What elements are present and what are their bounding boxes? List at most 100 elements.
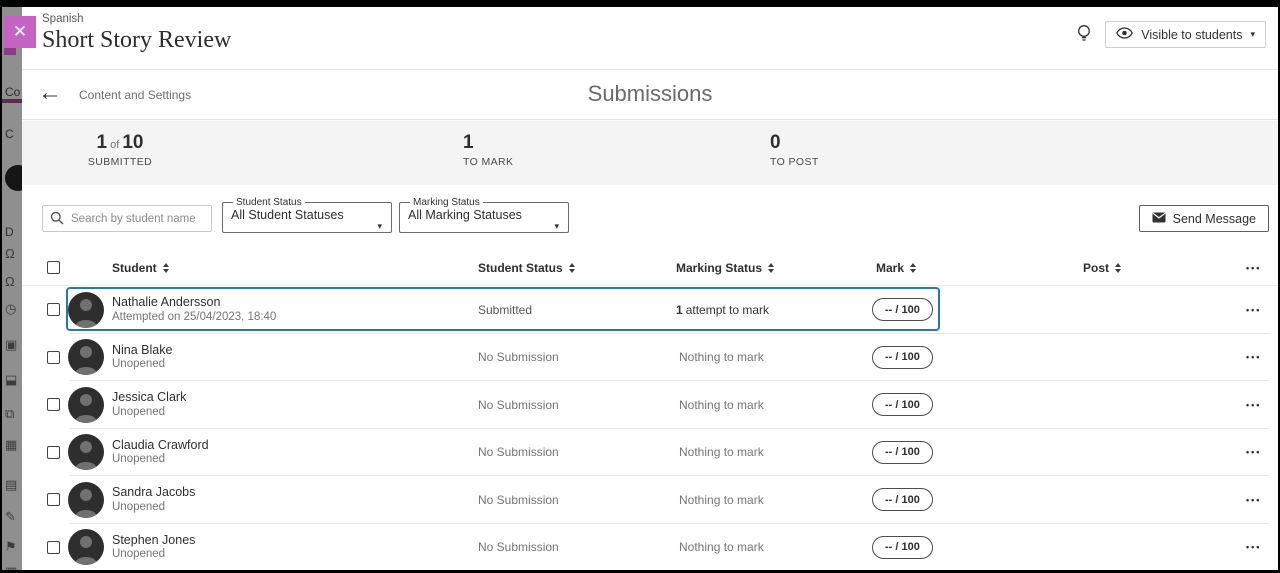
marking-status: Nothing to mark [676, 429, 764, 477]
tips-button[interactable] [1077, 24, 1091, 46]
marking-status: Nothing to mark [676, 524, 764, 571]
row-checkbox[interactable] [47, 493, 60, 507]
chevron-down-icon: ▾ [1250, 29, 1255, 39]
underlay-pencil-icon: ✎ [5, 509, 16, 524]
mark-pill[interactable]: -- / 100 [872, 393, 933, 417]
table-header: Student Student Status Marking Status Ma… [22, 250, 1278, 286]
row-overflow-menu-icon[interactable]: ••• [1244, 396, 1263, 414]
marking-text: Nothing to mark [679, 350, 764, 365]
table-row[interactable]: Jessica Clark Unopened No Submission Noth… [22, 381, 1278, 429]
table-row[interactable]: Nathalie Andersson Attempted on 25/04/202… [22, 286, 1278, 334]
student-status: No Submission [478, 492, 559, 507]
stat-to-mark-label: TO MARK [463, 155, 514, 168]
underlay-clock-icon: ◷ [5, 301, 17, 316]
marking-text: Nothing to mark [679, 445, 764, 460]
table-row[interactable]: Nina Blake Unopened No Submission Nothing… [22, 334, 1278, 382]
assignment-title: Short Story Review [42, 27, 232, 53]
eye-icon [1116, 27, 1134, 42]
back-destination-label: Content and Settings [79, 88, 192, 102]
header-actions: Visible to students ▾ [1077, 21, 1266, 48]
subheader-nav: ← Content and Settings Submissions [22, 71, 1278, 120]
column-header-student-status-label: Student Status [478, 260, 563, 275]
row-overflow-menu-icon[interactable]: ••• [1244, 301, 1263, 319]
row-overflow-menu-icon[interactable]: ••• [1244, 538, 1263, 556]
student-status: No Submission [478, 350, 559, 365]
row-overflow-menu-icon[interactable]: ••• [1244, 443, 1263, 461]
underlay-text: D [5, 225, 14, 239]
underlay-code-icon: ⧉ [5, 406, 15, 421]
attempt-detail: Unopened [112, 453, 166, 466]
submission-stats-bar: 1 of 10 SUBMITTED 1 TO MARK 0 TO POST [22, 121, 1278, 185]
panel-header: Spanish Short Story Review Visible to st… [22, 7, 1278, 70]
row-overflow-menu-icon[interactable]: ••• [1244, 491, 1263, 509]
mark-pill[interactable]: -- / 100 [872, 345, 933, 369]
student-status-select-label: Student Status [236, 197, 302, 208]
stat-submitted-value: 1 [96, 132, 108, 153]
table-overflow-menu-icon[interactable]: ••• [1244, 259, 1263, 277]
mark-pill[interactable]: -- / 100 [872, 488, 933, 512]
underlay-lock-icon: ⬓ [5, 372, 18, 387]
stat-connector: of [110, 139, 120, 151]
stat-submitted: 1 of 10 SUBMITTED [72, 132, 168, 168]
sort-icon [768, 262, 775, 273]
row-checkbox[interactable] [47, 350, 60, 364]
column-header-marking-status[interactable]: Marking Status [676, 250, 775, 285]
back-arrow-button[interactable]: ← [38, 79, 62, 106]
underlay-avatar [5, 165, 22, 191]
column-header-student-status[interactable]: Student Status [478, 250, 575, 285]
stat-submitted-total: 10 [122, 132, 144, 153]
attempt-detail: Unopened [112, 548, 166, 561]
row-overflow-menu-icon[interactable]: ••• [1244, 348, 1263, 366]
lightbulb-icon [1077, 24, 1091, 46]
search-input[interactable] [42, 205, 212, 232]
mark-pill[interactable]: -- / 100 [872, 298, 933, 322]
table-row[interactable]: Sandra Jacobs Unopened No Submission Noth… [22, 476, 1278, 524]
avatar [68, 529, 104, 566]
avatar [68, 481, 104, 518]
underlay-book-icon: ▥ [5, 565, 17, 570]
avatar [68, 339, 104, 376]
search-box [42, 205, 212, 232]
marking-text: Nothing to mark [679, 397, 764, 412]
attempt-detail: Unopened [112, 500, 166, 513]
student-name: Claudia Crawford [112, 437, 209, 452]
stat-to-post: 0 TO POST [770, 132, 819, 168]
column-header-student-label: Student [112, 260, 157, 275]
table-row[interactable]: Stephen Jones Unopened No Submission Noth… [22, 524, 1278, 571]
column-header-post[interactable]: Post [1083, 250, 1122, 285]
stat-submitted-label: SUBMITTED [87, 155, 153, 168]
marking-text: Nothing to mark [679, 540, 764, 555]
send-message-button[interactable]: Send Message [1138, 205, 1269, 232]
row-checkbox[interactable] [47, 303, 60, 317]
mark-pill[interactable]: -- / 100 [872, 440, 933, 464]
student-status: No Submission [478, 445, 559, 460]
table-row[interactable]: Claudia Crawford Unopened No Submission N… [22, 429, 1278, 477]
column-header-marking-status-label: Marking Status [676, 260, 763, 275]
select-all-checkbox[interactable] [47, 261, 60, 274]
student-name: Jessica Clark [112, 390, 187, 405]
student-status-select[interactable]: Student Status All Student Statuses ▾ [222, 197, 392, 233]
column-header-mark[interactable]: Mark [876, 250, 917, 285]
row-checkbox[interactable] [47, 540, 60, 554]
row-checkbox[interactable] [47, 445, 60, 459]
envelope-icon [1152, 212, 1166, 226]
student-name: Nathalie Andersson [112, 295, 221, 310]
avatar [68, 291, 104, 328]
close-panel-button[interactable]: ✕ [4, 16, 36, 48]
underlay-document-icon: ▤ [5, 477, 18, 492]
avatar [68, 434, 104, 471]
sort-icon [1115, 262, 1122, 273]
student-name: Sandra Jacobs [112, 485, 196, 500]
avatar [68, 386, 104, 423]
marking-status-select[interactable]: Marking Status All Marking Statuses ▾ [399, 197, 569, 233]
close-button-fold [4, 48, 16, 55]
visibility-dropdown[interactable]: Visible to students ▾ [1105, 21, 1266, 48]
student-name: Stephen Jones [112, 532, 196, 547]
underlay-text: Co [5, 85, 21, 99]
underlay-calculator-icon: ▦ [5, 437, 18, 452]
mark-pill[interactable]: -- / 100 [872, 535, 933, 559]
stat-to-post-value: 0 [770, 132, 781, 153]
column-header-student[interactable]: Student [112, 250, 169, 285]
underlay-accent-bar [2, 99, 22, 103]
row-checkbox[interactable] [47, 398, 60, 412]
